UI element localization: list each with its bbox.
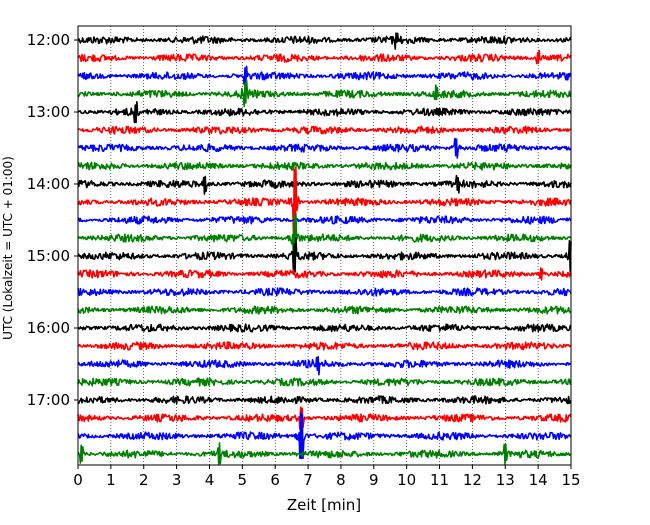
grid-layer <box>110 26 539 465</box>
x-tick-label: 0 <box>73 471 83 489</box>
x-axis: 0 1 2 3 4 5 6 7 8 9 10 11 12 13 14 15 <box>73 465 581 489</box>
x-tick-label: 1 <box>106 471 116 489</box>
y-tick-label: 13:00 <box>27 103 70 121</box>
x-tick-label: 7 <box>303 471 313 489</box>
y-axis-label: UTC (Lokalzeit = UTC + 01:00) <box>1 156 15 340</box>
x-tick-label: 6 <box>270 471 280 489</box>
trace-line <box>77 65 572 86</box>
x-tick-label: 12 <box>463 471 482 489</box>
y-tick-label: 14:00 <box>27 175 70 193</box>
trace-layer <box>77 32 572 465</box>
trace-line <box>77 32 572 50</box>
x-axis-label: Zeit [min] <box>287 496 361 514</box>
x-tick-label: 2 <box>139 471 149 489</box>
trace-line <box>77 125 572 135</box>
x-tick-label: 9 <box>369 471 379 489</box>
trace-line <box>77 267 572 281</box>
trace-line <box>77 215 572 225</box>
x-tick-label: 8 <box>336 471 346 489</box>
trace-line <box>77 174 572 195</box>
trace-line <box>77 356 572 376</box>
x-tick-label: 11 <box>430 471 449 489</box>
y-axis: 12:00 13:00 14:00 15:00 16:00 17:00 <box>27 31 78 409</box>
trace-line <box>77 79 572 108</box>
trace-line <box>77 412 572 460</box>
trace-line <box>77 442 572 465</box>
x-tick-label: 13 <box>496 471 515 489</box>
x-tick-label: 15 <box>561 471 580 489</box>
y-tick-label: 12:00 <box>27 31 70 49</box>
trace-line <box>77 341 572 351</box>
trace-line <box>77 287 572 297</box>
x-tick-label: 10 <box>397 471 416 489</box>
x-tick-label: 3 <box>172 471 182 489</box>
trace-line <box>77 49 572 65</box>
x-tick-label: 14 <box>529 471 548 489</box>
y-tick-label: 15:00 <box>27 247 70 265</box>
y-tick-label: 16:00 <box>27 319 70 337</box>
trace-line <box>77 100 572 124</box>
trace-line <box>77 377 572 387</box>
y-tick-label: 17:00 <box>27 391 70 409</box>
x-tick-label: 4 <box>205 471 215 489</box>
trace-line <box>77 305 572 315</box>
trace-line <box>77 406 572 430</box>
trace-line <box>77 323 572 333</box>
trace-line <box>77 395 572 405</box>
trace-line <box>77 161 572 171</box>
plot-frame <box>77 25 572 466</box>
trace-line <box>77 137 572 159</box>
trace-line <box>77 237 572 275</box>
trace-line <box>77 166 572 238</box>
trace-line <box>77 212 572 263</box>
x-tick-label: 5 <box>238 471 248 489</box>
